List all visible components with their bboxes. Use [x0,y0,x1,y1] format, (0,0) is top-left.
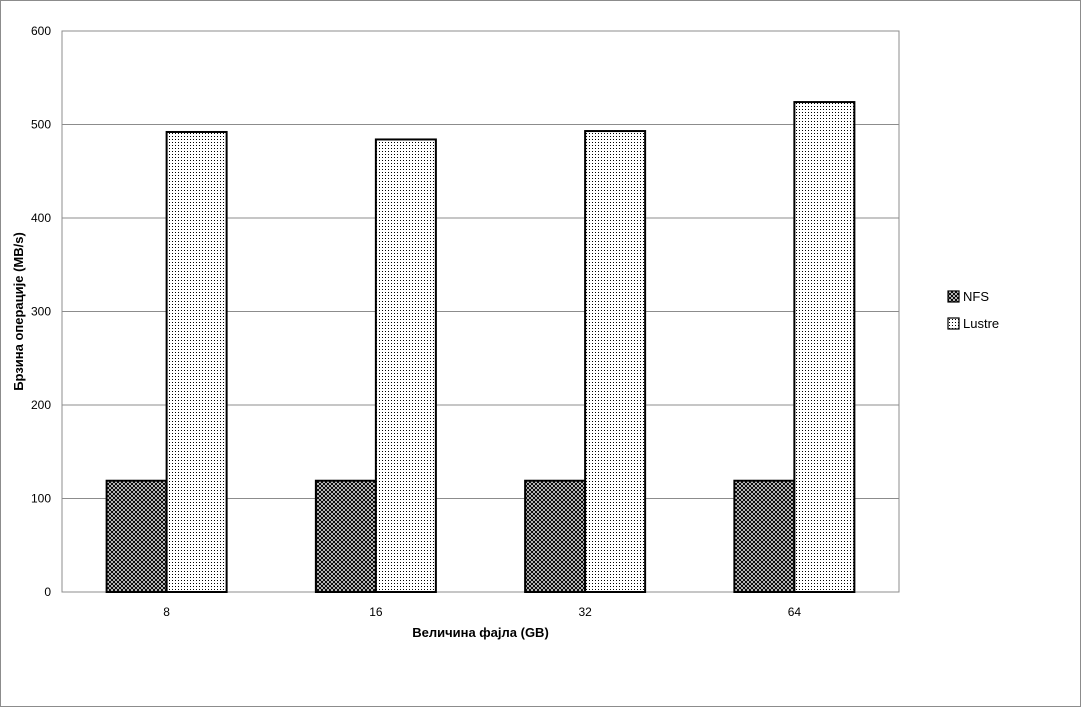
x-tick-label: 16 [369,605,383,619]
bar-lustre-16 [374,138,437,594]
bar-lustre-32 [584,130,647,593]
x-tick-label: 8 [163,605,170,619]
y-tick-label: 200 [31,398,51,412]
y-tick-label: 500 [31,118,51,132]
y-tick-label: 600 [31,24,51,38]
x-axis-title: Величина фајла (GB) [412,625,549,640]
legend-label-nfs: NFS [963,289,989,304]
legend-swatch-nfs [947,290,960,303]
legend-swatch-lustre [947,317,960,330]
x-tick-label: 32 [578,605,592,619]
plot-area [61,30,900,593]
bar-nfs-64 [733,479,796,593]
y-tick-label: 300 [31,305,51,319]
bar-nfs-16 [314,479,377,593]
bar-nfs-8 [105,479,168,593]
x-tick-labels: 8 16 32 64 [163,605,801,619]
legend: NFS Lustre [947,289,999,331]
y-tick-labels: 0 100 200 300 400 500 600 [31,24,51,599]
y-tick-label: 100 [31,492,51,506]
x-tick-label: 64 [788,605,802,619]
bar-lustre-64 [793,101,856,593]
y-tick-label: 0 [44,585,51,599]
bars [105,101,856,594]
y-axis-title: Брзина операције (MB/s) [11,232,26,391]
bar-nfs-32 [524,479,587,593]
legend-label-lustre: Lustre [963,316,999,331]
bar-lustre-8 [165,130,228,593]
y-tick-label: 400 [31,211,51,225]
